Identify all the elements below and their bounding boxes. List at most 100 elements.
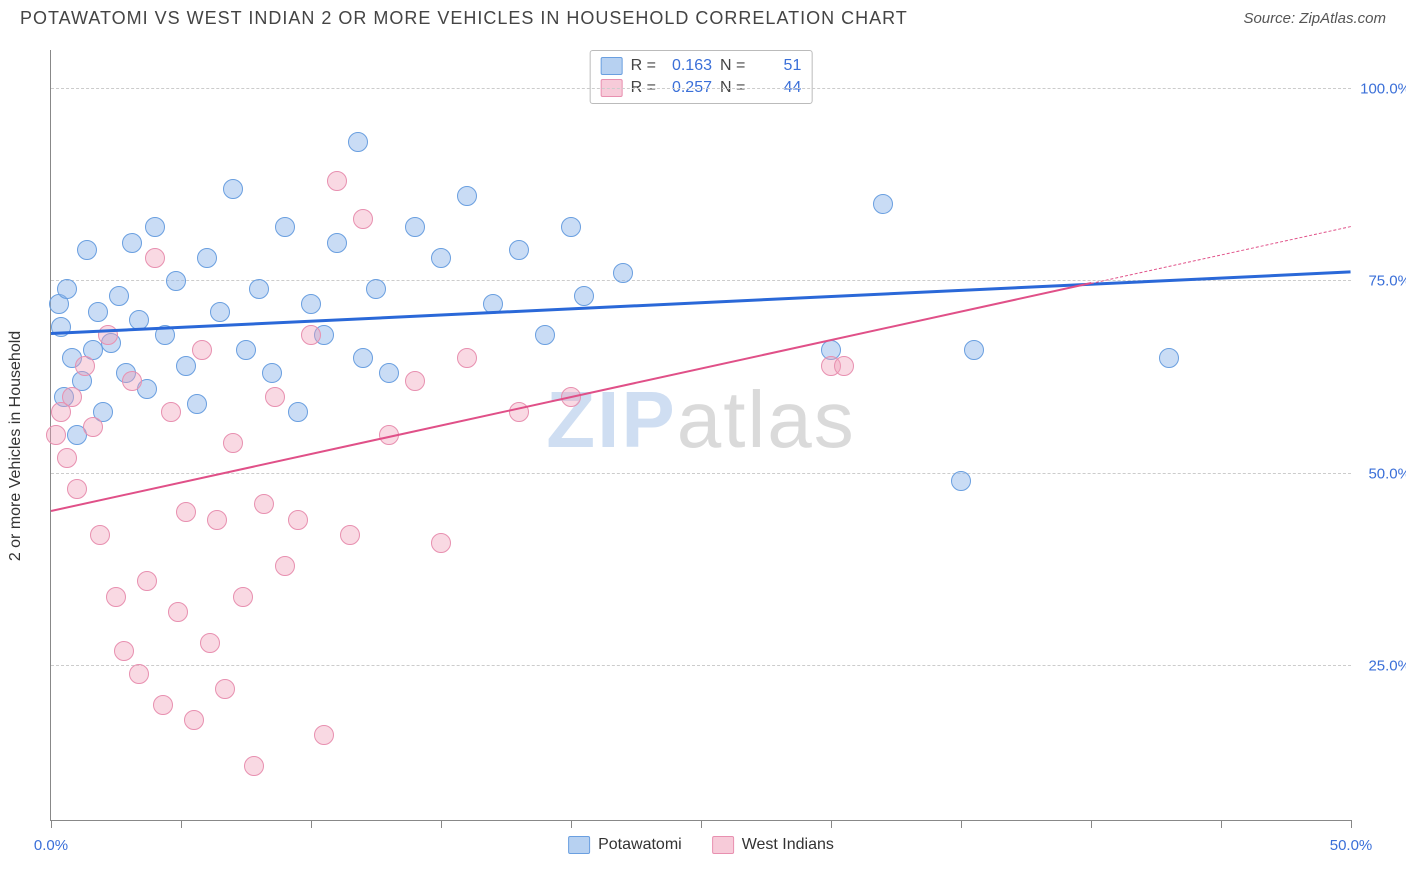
scatter-point xyxy=(223,179,243,199)
r-label: R = xyxy=(631,57,656,75)
n-value: 51 xyxy=(753,57,801,75)
scatter-point xyxy=(873,194,893,214)
scatter-point xyxy=(145,248,165,268)
scatter-point xyxy=(379,363,399,383)
scatter-point xyxy=(57,448,77,468)
legend-swatch-pink xyxy=(712,836,734,854)
y-tick-label: 75.0% xyxy=(1368,273,1406,290)
scatter-point xyxy=(122,233,142,253)
scatter-point xyxy=(197,248,217,268)
gridline xyxy=(51,473,1351,474)
scatter-point xyxy=(254,494,274,514)
legend-label: West Indians xyxy=(742,836,834,854)
scatter-point xyxy=(288,510,308,530)
scatter-point xyxy=(207,510,227,530)
x-tick xyxy=(701,820,702,828)
scatter-point xyxy=(262,363,282,383)
scatter-point xyxy=(314,725,334,745)
scatter-point xyxy=(353,348,373,368)
scatter-point xyxy=(301,325,321,345)
legend-label: Potawatomi xyxy=(598,836,682,854)
scatter-point xyxy=(275,217,295,237)
legend-item: Potawatomi xyxy=(568,836,682,854)
scatter-point xyxy=(353,209,373,229)
scatter-point xyxy=(109,286,129,306)
scatter-point xyxy=(951,471,971,491)
x-tick xyxy=(961,820,962,828)
scatter-point xyxy=(288,402,308,422)
x-tick xyxy=(571,820,572,828)
x-tick xyxy=(181,820,182,828)
scatter-point xyxy=(301,294,321,314)
scatter-point xyxy=(187,394,207,414)
scatter-point xyxy=(244,756,264,776)
legend-stats-row: R = 0.163 N = 51 xyxy=(601,55,802,77)
scatter-point xyxy=(348,132,368,152)
y-tick-label: 100.0% xyxy=(1360,80,1406,97)
x-tick-label: 50.0% xyxy=(1330,837,1373,854)
scatter-point xyxy=(98,325,118,345)
scatter-point xyxy=(122,371,142,391)
x-tick xyxy=(1221,820,1222,828)
gridline xyxy=(51,665,1351,666)
scatter-point xyxy=(200,633,220,653)
x-tick xyxy=(311,820,312,828)
scatter-point xyxy=(327,233,347,253)
scatter-point xyxy=(176,356,196,376)
chart-source: Source: ZipAtlas.com xyxy=(1243,10,1386,27)
scatter-point xyxy=(327,171,347,191)
legend-series: Potawatomi West Indians xyxy=(568,836,834,854)
x-tick xyxy=(51,820,52,828)
x-tick xyxy=(1351,820,1352,828)
scatter-chart: ZIPatlas R = 0.163 N = 51 R = 0.257 N = … xyxy=(50,50,1351,821)
scatter-point xyxy=(210,302,230,322)
legend-swatch-blue xyxy=(568,836,590,854)
x-tick xyxy=(1091,820,1092,828)
scatter-point xyxy=(561,217,581,237)
scatter-point xyxy=(153,695,173,715)
watermark: ZIPatlas xyxy=(546,374,855,466)
scatter-point xyxy=(613,263,633,283)
scatter-point xyxy=(145,217,165,237)
legend-swatch-blue xyxy=(601,57,623,75)
scatter-point xyxy=(67,479,87,499)
scatter-point xyxy=(233,587,253,607)
x-tick xyxy=(441,820,442,828)
scatter-point xyxy=(137,571,157,591)
scatter-point xyxy=(457,348,477,368)
scatter-point xyxy=(366,279,386,299)
scatter-point xyxy=(129,664,149,684)
y-axis-title: 2 or more Vehicles in Household xyxy=(7,331,25,561)
scatter-point xyxy=(509,240,529,260)
scatter-point xyxy=(236,340,256,360)
scatter-point xyxy=(249,279,269,299)
legend-stats: R = 0.163 N = 51 R = 0.257 N = 44 xyxy=(590,50,813,104)
scatter-point xyxy=(535,325,555,345)
scatter-point xyxy=(834,356,854,376)
scatter-point xyxy=(114,641,134,661)
scatter-point xyxy=(431,248,451,268)
scatter-point xyxy=(1159,348,1179,368)
chart-header: POTAWATOMI VS WEST INDIAN 2 OR MORE VEHI… xyxy=(0,0,1406,33)
scatter-point xyxy=(62,387,82,407)
scatter-point xyxy=(166,271,186,291)
scatter-point xyxy=(88,302,108,322)
gridline xyxy=(51,88,1351,89)
scatter-point xyxy=(46,425,66,445)
scatter-point xyxy=(457,186,477,206)
scatter-point xyxy=(192,340,212,360)
scatter-point xyxy=(83,417,103,437)
y-tick-label: 50.0% xyxy=(1368,465,1406,482)
scatter-point xyxy=(184,710,204,730)
trend-line xyxy=(51,282,1091,512)
x-tick xyxy=(831,820,832,828)
scatter-point xyxy=(574,286,594,306)
watermark-atlas: atlas xyxy=(677,375,856,464)
scatter-point xyxy=(405,217,425,237)
scatter-point xyxy=(77,240,97,260)
n-label: N = xyxy=(720,57,745,75)
y-tick-label: 25.0% xyxy=(1368,658,1406,675)
scatter-point xyxy=(964,340,984,360)
scatter-point xyxy=(106,587,126,607)
chart-title: POTAWATOMI VS WEST INDIAN 2 OR MORE VEHI… xyxy=(20,8,908,29)
